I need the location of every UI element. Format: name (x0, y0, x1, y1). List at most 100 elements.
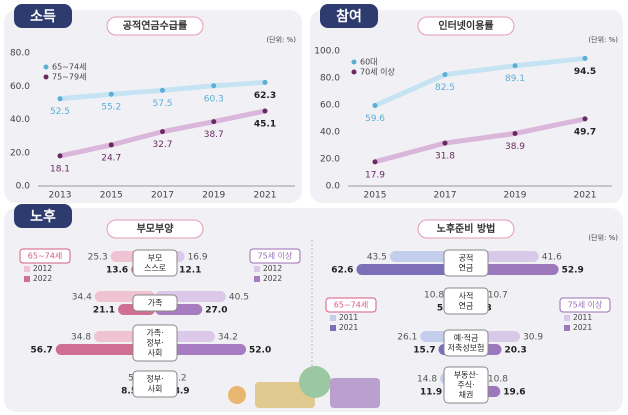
data-label: 26.1 (397, 333, 417, 343)
x-tick-label: 2019 (202, 191, 225, 201)
category-label: 스스로 (144, 264, 166, 273)
data-label: 8.5 (121, 387, 137, 397)
legend-label: 2021 (573, 323, 592, 332)
category-box (443, 366, 489, 404)
data-label: 55.2 (101, 103, 121, 113)
data-label: 27.0 (205, 306, 227, 316)
section-tab (320, 4, 378, 28)
point (262, 79, 268, 85)
legend-box (325, 297, 377, 313)
x-tick-label: 2021 (574, 191, 597, 201)
y-tick-label: 0.0 (16, 182, 31, 192)
point (211, 119, 217, 125)
category-label: 부모 (148, 254, 163, 263)
y-tick-label: 20.0 (320, 155, 340, 165)
category-label: 사회 (148, 385, 163, 394)
data-label: 24.7 (101, 153, 121, 163)
legend-label: 2012 (33, 264, 52, 273)
data-label: 21.1 (93, 306, 115, 316)
data-label: 8.2 (172, 374, 186, 384)
data-label: 52.5 (50, 107, 70, 117)
data-label: 19.6 (503, 388, 525, 398)
data-label: 10.8 (424, 291, 444, 301)
title-box (106, 219, 204, 239)
legend-marker (330, 315, 336, 321)
category-label: 예·적금 (454, 333, 479, 343)
data-label: 17.9 (365, 170, 385, 180)
x-tick-label: 2015 (100, 191, 123, 201)
legend-label: 60대 (360, 58, 378, 67)
category-box (132, 324, 178, 362)
y-tick-label: 60.0 (320, 101, 340, 111)
category-box (443, 329, 489, 357)
legend-title: 75세 이상 (258, 251, 293, 261)
unit-label: (단위: %) (266, 35, 296, 44)
data-label: 34.4 (72, 293, 92, 303)
data-label: 94.5 (574, 67, 596, 77)
data-label: 18.1 (50, 164, 70, 174)
data-label: 14.8 (417, 375, 437, 385)
x-tick-label: 2019 (504, 191, 527, 201)
legend-marker (351, 59, 357, 65)
x-tick-label: 2013 (49, 191, 72, 201)
y-tick-label: 80.0 (10, 49, 30, 59)
category-label: 사회 (148, 349, 163, 358)
data-label: 8.9 (174, 387, 190, 397)
data-label: 89.1 (505, 74, 525, 84)
point (512, 63, 518, 69)
data-label: 52.9 (562, 266, 584, 276)
data-label: 31.8 (435, 152, 455, 162)
legend-marker (351, 69, 357, 75)
point (372, 159, 378, 165)
category-label: 연금 (459, 302, 474, 311)
x-tick-label: 2015 (364, 191, 387, 201)
category-label: 주식· (457, 381, 474, 390)
data-label: 43.5 (367, 253, 387, 263)
point (57, 153, 63, 159)
point (442, 140, 448, 146)
legend-label: 2011 (573, 313, 592, 322)
category-box (132, 370, 178, 398)
legend-title: 65~74세 (28, 252, 62, 261)
chart-title: 노후준비 방법 (437, 222, 496, 235)
point (582, 55, 588, 61)
section-label: 참여 (336, 8, 362, 25)
x-tick-label: 2021 (254, 191, 277, 201)
category-label: 정부· (146, 338, 163, 348)
data-label: 13.6 (106, 266, 128, 276)
legend-label: 2022 (33, 274, 52, 283)
point (160, 129, 165, 135)
point (108, 91, 114, 97)
data-label: 25.3 (88, 253, 108, 263)
chart-title: 공적연금수급률 (123, 19, 187, 32)
y-tick-label: 20.0 (10, 148, 30, 158)
data-label: 30.9 (523, 333, 543, 343)
y-tick-label: 40.0 (10, 115, 30, 125)
section-tab (14, 4, 72, 28)
title-box (417, 219, 515, 239)
legend-marker (24, 266, 30, 272)
y-tick-label: 40.0 (320, 128, 340, 138)
data-label: 62.3 (254, 91, 276, 101)
title-box (417, 16, 515, 36)
data-label: 41.6 (542, 253, 562, 263)
data-label: 20.3 (505, 346, 527, 356)
data-label: 59.6 (365, 114, 385, 124)
category-label: 정부· (146, 374, 163, 384)
line (372, 55, 588, 109)
point (442, 72, 448, 78)
category-label: 채권 (459, 390, 474, 400)
point (108, 142, 114, 148)
data-label: 34.2 (218, 333, 238, 343)
section-label: 노후 (30, 209, 56, 225)
point (372, 103, 378, 109)
bar (466, 264, 559, 275)
data-label: 32.7 (152, 140, 172, 150)
legend-title: 75세 이상 (568, 300, 603, 310)
category-label: 가족· (146, 329, 163, 338)
legend-label: 2021 (339, 323, 358, 332)
data-label: 56.7 (31, 346, 53, 356)
y-tick-label: 80.0 (320, 74, 340, 84)
unit-label: (단위: %) (588, 233, 618, 242)
data-label: 15.7 (413, 346, 435, 356)
